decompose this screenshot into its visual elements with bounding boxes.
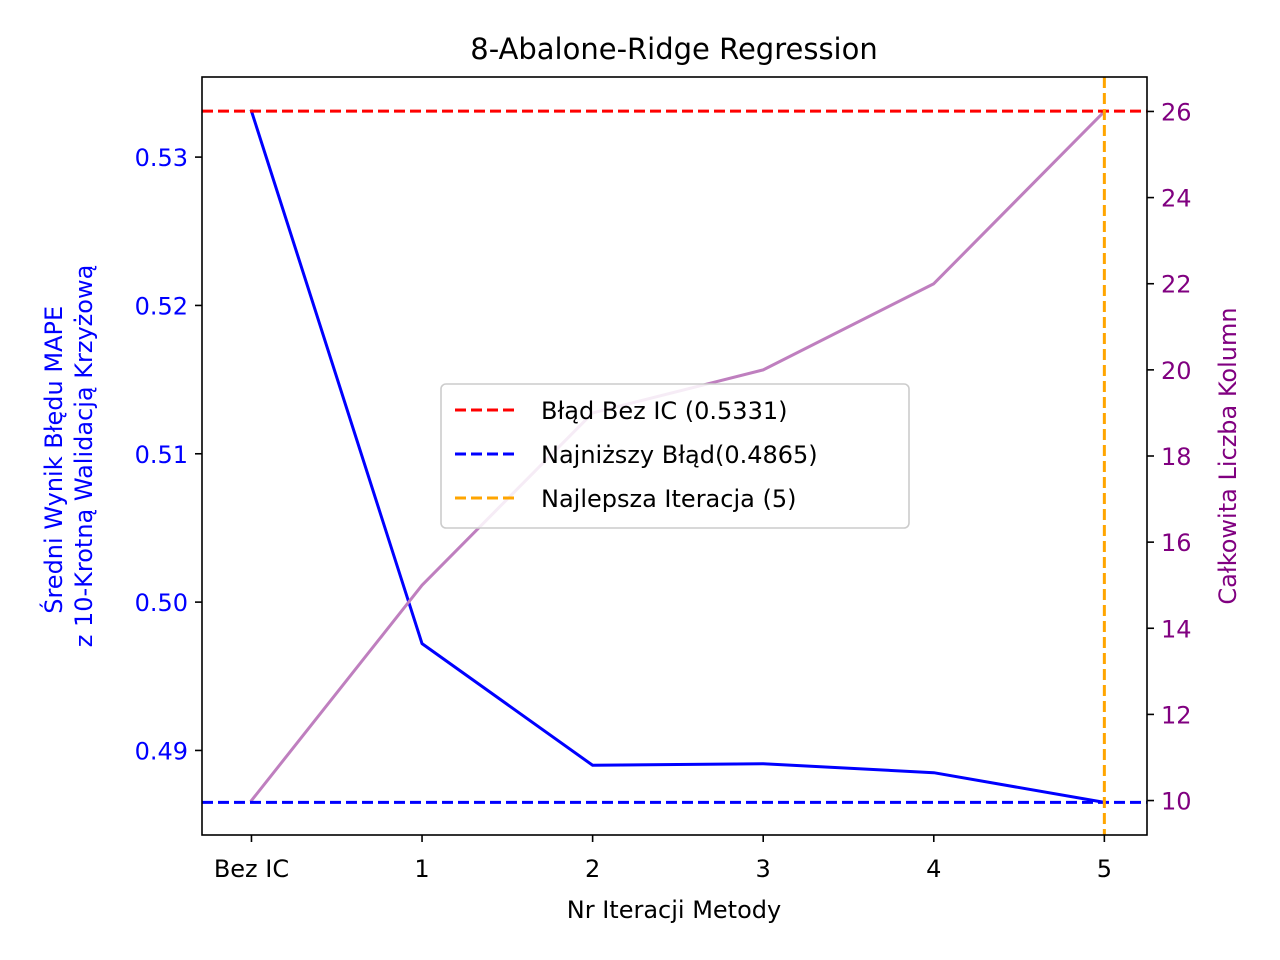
y-left-tick-label: 0.51 xyxy=(135,441,188,469)
y-right-tick-label: 24 xyxy=(1161,185,1192,213)
reference-lines-layer xyxy=(202,77,1147,835)
y-right-tick-label: 22 xyxy=(1161,271,1192,299)
x-tick-label: 2 xyxy=(585,855,600,883)
legend-label: Błąd Bez IC (0.5331) xyxy=(541,397,787,425)
y-right-tick-label: 20 xyxy=(1161,357,1192,385)
x-tick-label: 5 xyxy=(1097,855,1112,883)
y-left-tick-label: 0.50 xyxy=(135,589,188,617)
x-axis: Bez IC 1 2 3 4 5 xyxy=(214,835,1112,883)
legend-label: Najlepsza Iteracja (5) xyxy=(541,485,796,513)
y-right-tick-label: 10 xyxy=(1161,788,1192,816)
y-left-tick-label: 0.49 xyxy=(135,737,188,765)
y-left-tick-label: 0.52 xyxy=(135,292,188,320)
legend: Błąd Bez IC (0.5331) Najniższy Błąd(0.486… xyxy=(440,383,910,529)
y-right-tick-label: 14 xyxy=(1161,615,1192,643)
y-right-tick-label: 26 xyxy=(1161,98,1192,126)
y-right-tick-label: 16 xyxy=(1161,529,1192,557)
x-axis-label: Nr Iteracji Metody xyxy=(567,896,781,924)
y-axis-right-label: Całkowita Liczba Kolumn xyxy=(1214,307,1242,604)
y-axis-right: 10 12 14 16 18 20 22 24 26 xyxy=(1147,98,1192,816)
legend-item-baseline-error: Błąd Bez IC (0.5331) xyxy=(455,397,787,425)
y-axis-left-label-line1: Średni Wynik Błędu MAPE xyxy=(38,306,68,614)
x-tick-label: 3 xyxy=(756,855,771,883)
chart-title: 8-Abalone-Ridge Regression xyxy=(470,32,878,66)
legend-item-lowest-error: Najniższy Błąd(0.4865) xyxy=(455,441,818,469)
y-left-tick-label: 0.53 xyxy=(135,144,188,172)
y-axis-left-label-line2: z 10-Krotną Walidacją Krzyżową xyxy=(70,265,98,648)
y-axis-left: 0.49 0.50 0.51 0.52 0.53 xyxy=(135,144,202,765)
y-right-tick-label: 18 xyxy=(1161,443,1192,471)
legend-box xyxy=(440,383,910,529)
x-tick-label: Bez IC xyxy=(214,855,289,883)
y-axis-left-label: Średni Wynik Błędu MAPE z 10-Krotną Wali… xyxy=(38,265,98,648)
series-line-mape xyxy=(249,109,1107,805)
x-tick-label: 1 xyxy=(414,855,429,883)
y-right-tick-label: 12 xyxy=(1161,701,1192,729)
legend-label: Najniższy Błąd(0.4865) xyxy=(541,441,818,469)
x-tick-label: 4 xyxy=(926,855,941,883)
legend-item-best-iteration: Najlepsza Iteracja (5) xyxy=(455,485,796,513)
